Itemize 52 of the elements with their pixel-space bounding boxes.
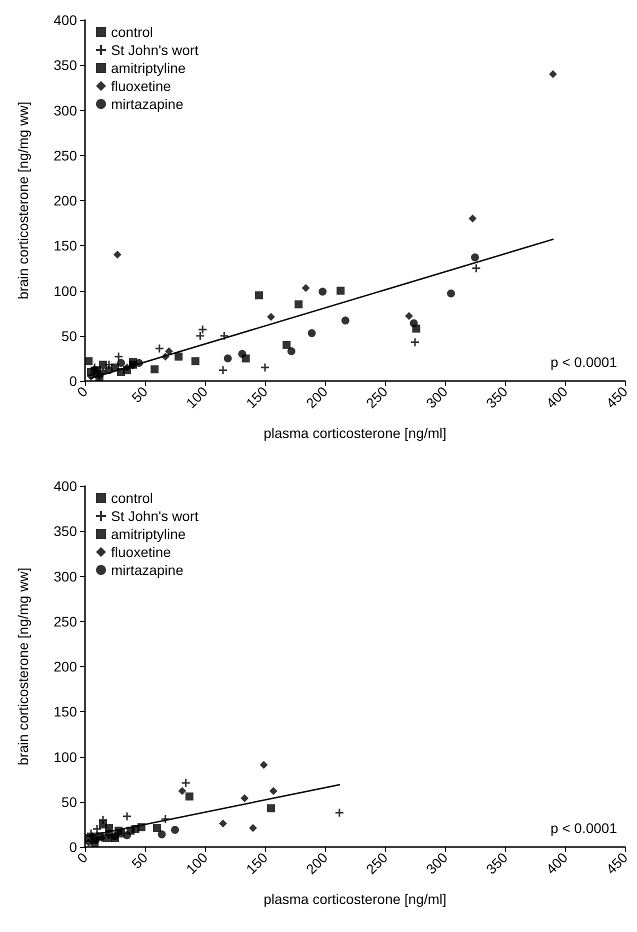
y-tick-label: 50	[61, 794, 78, 810]
legend-label: mirtazapine	[111, 96, 184, 112]
x-tick-label: 250	[362, 383, 391, 412]
y-tick-label: 200	[54, 658, 78, 674]
y-tick-label: 150	[54, 704, 78, 720]
y-axis-title: brain corticosterone [ng/mg ww]	[15, 568, 31, 766]
x-tick-label: 300	[422, 383, 451, 412]
x-tick-label: 250	[362, 849, 391, 878]
legend-label: fluoxetine	[111, 544, 172, 560]
annotation: p < 0.0001	[550, 820, 618, 836]
y-tick-label: 250	[54, 613, 78, 630]
legend-label: amitriptyline	[111, 60, 186, 76]
legend-label: control	[111, 24, 154, 40]
y-tick-label: 300	[54, 102, 78, 118]
y-tick-label: 400	[54, 478, 78, 494]
y-tick-label: 50	[61, 328, 78, 344]
y-tick-label: 100	[54, 748, 78, 765]
y-tick-label: 350	[54, 57, 78, 74]
y-tick-label: 400	[54, 12, 78, 28]
y-axis-title: brain corticosterone [ng/mg ww]	[15, 102, 31, 300]
x-tick-label: 100	[182, 849, 211, 878]
y-tick-label: 100	[54, 282, 78, 299]
x-tick-label: 400	[542, 849, 571, 878]
x-tick-label: 150	[242, 383, 271, 412]
y-tick-label: 250	[54, 147, 78, 164]
annotation: p < 0.0001	[550, 354, 618, 370]
legend-label: control	[111, 490, 154, 506]
x-tick-label: 100	[182, 383, 211, 412]
x-tick-label: 200	[302, 849, 331, 878]
legend-label: amitriptyline	[111, 526, 186, 542]
x-axis-title: plasma corticosterone [ng/ml]	[264, 891, 446, 907]
y-tick-label: 0	[69, 839, 78, 855]
x-tick-label: 400	[542, 383, 571, 412]
x-tick-label: 350	[482, 383, 511, 412]
x-tick-label: 50	[128, 383, 151, 406]
legend-label: St John's wort	[111, 42, 199, 58]
x-tick-label: 450	[602, 849, 631, 878]
y-tick-label: 0	[69, 373, 78, 389]
y-tick-label: 350	[54, 523, 78, 540]
x-tick-label: 350	[482, 849, 511, 878]
x-tick-label: 200	[302, 383, 331, 412]
x-axis-title: plasma corticosterone [ng/ml]	[264, 425, 446, 441]
y-tick-label: 150	[54, 238, 78, 254]
y-tick-label: 300	[54, 568, 78, 584]
x-tick-label: 450	[602, 383, 631, 412]
legend-label: fluoxetine	[111, 78, 172, 94]
x-tick-label: 150	[242, 849, 271, 878]
legend-label: St John's wort	[111, 508, 199, 524]
legend-label: mirtazapine	[111, 562, 184, 578]
y-tick-label: 200	[54, 192, 78, 208]
x-tick-label: 50	[128, 849, 151, 872]
x-tick-label: 300	[422, 849, 451, 878]
